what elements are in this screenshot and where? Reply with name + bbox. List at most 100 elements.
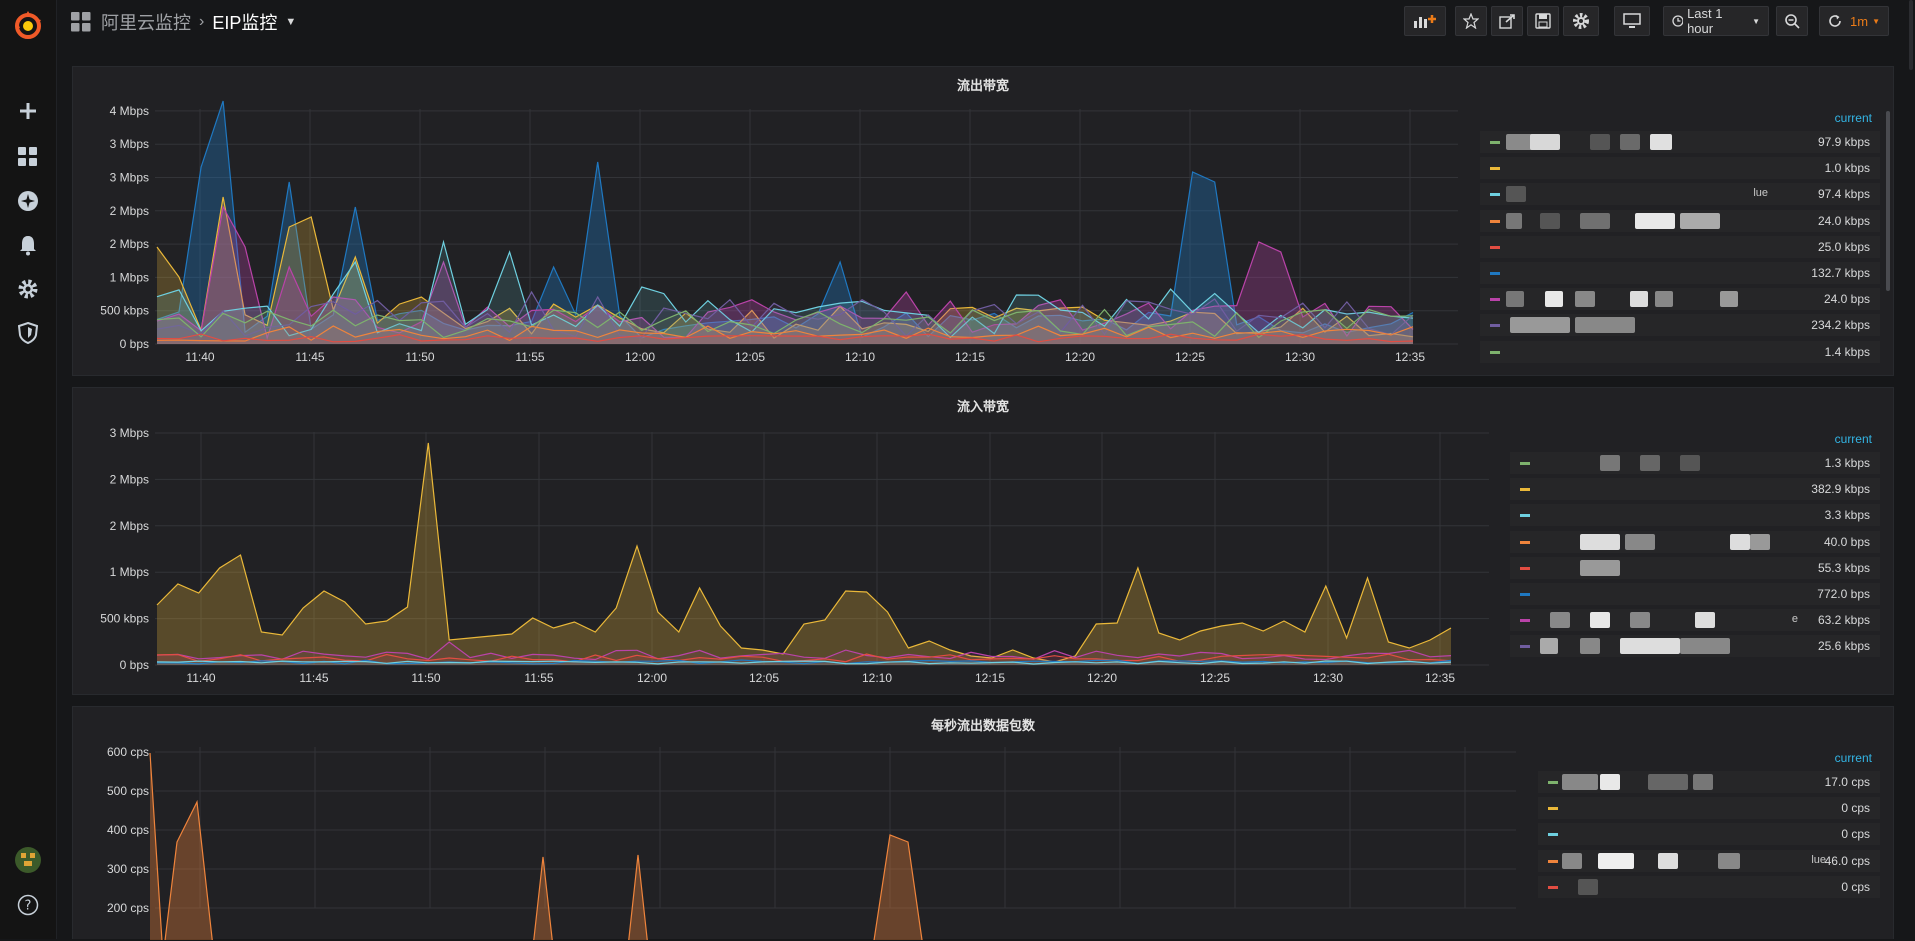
legend-item[interactable]: 55.3 kbps	[1510, 556, 1880, 579]
x-tick-label: 11:55	[524, 671, 553, 685]
configuration-icon[interactable]	[14, 275, 42, 303]
legend-item[interactable]: 24.0 kbps	[1480, 209, 1880, 232]
legend-value: 97.9 kbps	[1817, 135, 1870, 149]
redacted-label	[1718, 852, 1740, 869]
legend-color-swatch[interactable]	[1548, 885, 1558, 889]
share-button[interactable]	[1491, 6, 1523, 36]
dashboard-title[interactable]: EIP监控	[212, 13, 278, 33]
legend-item[interactable]: 234.2 kbps	[1480, 314, 1880, 337]
panel-outbound-packets: 每秒流出数据包数 200 cps 300 cps 400 cps 500 cps 600…	[72, 706, 1894, 940]
legend-color-swatch[interactable]	[1490, 141, 1500, 144]
series-green-line	[156, 308, 1414, 339]
redacted-label	[1650, 134, 1672, 150]
legend-item[interactable]: 772.0 bps	[1510, 583, 1880, 605]
legend-color-swatch[interactable]	[1490, 167, 1500, 171]
y-tick-label: 0 bps	[120, 337, 149, 351]
star-button[interactable]	[1455, 6, 1487, 36]
legend-item[interactable]: 40.0 bps	[1510, 530, 1880, 553]
panel-title[interactable]: 流出带宽	[956, 78, 1009, 93]
explore-icon[interactable]	[14, 187, 42, 215]
panel-outbound-bandwidth: 流出带宽 0 bps 500 kbps 1 Mbps 2 Mbps 2 Mbps 3 Mb…	[72, 66, 1894, 376]
legend-item[interactable]: 382.9 kbps	[1510, 478, 1880, 501]
refresh-picker[interactable]: 1m ▼	[1819, 6, 1889, 36]
legend-color-swatch[interactable]	[1490, 350, 1500, 354]
redacted-label	[1578, 878, 1598, 895]
legend-item[interactable]: 24.0 bps	[1480, 288, 1880, 311]
settings-button[interactable]	[1563, 6, 1599, 36]
dashboards-icon[interactable]	[14, 143, 42, 171]
legend-color-swatch[interactable]	[1548, 859, 1558, 863]
tv-mode-button[interactable]	[1614, 6, 1650, 36]
legend-value: 24.0 kbps	[1817, 213, 1870, 228]
add-panel-icon	[1414, 15, 1436, 28]
legend-color-swatch[interactable]	[1520, 619, 1530, 623]
y-tick-label: 3 Mbps	[110, 426, 149, 440]
legend-item[interactable]: 0 cps	[1538, 797, 1880, 820]
graph-outbound-packets[interactable]: 200 cps 300 cps 400 cps 500 cps 600 cps	[73, 707, 1603, 940]
legend-item[interactable]: 17.0 cps	[1538, 771, 1880, 793]
redacted-label	[1620, 134, 1640, 150]
series-yellow-line	[156, 196, 1414, 339]
panel-title[interactable]: 流入带宽	[956, 399, 1009, 414]
legend-color-swatch[interactable]	[1520, 566, 1530, 570]
plus-icon[interactable]	[14, 97, 42, 125]
legend-color-swatch[interactable]	[1490, 272, 1500, 275]
legend-item[interactable]: 1.4 kbps	[1480, 340, 1880, 363]
graph-inbound-bandwidth[interactable]: 0 bps 500 kbps 1 Mbps 2 Mbps 2 Mbps 3 Mbps 11:…	[73, 388, 1573, 696]
legend-header-current[interactable]: current	[1834, 751, 1872, 765]
legend-item[interactable]: lue 97.4 kbps	[1480, 183, 1880, 206]
legend-item[interactable]: 25.0 kbps	[1480, 235, 1880, 258]
legend-color-swatch[interactable]	[1520, 593, 1530, 596]
legend-item[interactable]: e 63.2 kbps	[1510, 609, 1880, 632]
save-button[interactable]	[1527, 6, 1559, 36]
legend-item[interactable]: 0 cps	[1538, 875, 1880, 898]
time-picker[interactable]: Last 1 hour ▼	[1663, 6, 1769, 36]
legend-item[interactable]: lue 46.0 cps	[1538, 849, 1880, 872]
zoom-out-button[interactable]	[1776, 6, 1808, 36]
grafana-logo[interactable]	[10, 8, 46, 44]
legend-color-swatch[interactable]	[1490, 324, 1500, 328]
redacted-label	[1600, 455, 1620, 471]
graph-outbound-bandwidth[interactable]: 0 bps 500 kbps 1 Mbps 2 Mbps 2 Mbps 3 Mbps 3 M…	[73, 67, 1543, 377]
legend-scrollbar[interactable]	[1886, 111, 1890, 291]
redacted-label	[1545, 291, 1563, 308]
legend-color-swatch[interactable]	[1520, 462, 1530, 465]
legend-color-swatch[interactable]	[1520, 645, 1530, 649]
legend-item[interactable]: 1.3 kbps	[1510, 452, 1880, 474]
legend-color-swatch[interactable]	[1490, 298, 1500, 302]
legend-item[interactable]: 1.0 kbps	[1480, 157, 1880, 180]
legend-item[interactable]: 132.7 kbps	[1480, 262, 1880, 284]
help-icon[interactable]: ?	[14, 891, 42, 919]
legend-color-swatch[interactable]	[1520, 514, 1530, 518]
star-icon	[1463, 13, 1479, 29]
legend-color-swatch[interactable]	[1490, 219, 1500, 223]
legend-value: 0 cps	[1841, 879, 1870, 894]
legend-color-swatch[interactable]	[1520, 488, 1530, 492]
legend-color-swatch[interactable]	[1548, 833, 1558, 837]
avatar[interactable]	[14, 846, 42, 874]
legend-item[interactable]: 3.3 kbps	[1510, 504, 1880, 527]
redacted-label	[1540, 638, 1558, 655]
legend-color-swatch[interactable]	[1520, 540, 1530, 544]
page-scrollbar[interactable]	[1909, 0, 1913, 70]
legend-color-swatch[interactable]	[1548, 781, 1558, 784]
legend-label	[1508, 240, 1768, 254]
legend-item[interactable]: 25.6 kbps	[1510, 635, 1880, 658]
legend-color-swatch[interactable]	[1548, 807, 1558, 811]
legend-item[interactable]: 0 cps	[1538, 823, 1880, 846]
legend-value: 17.0 cps	[1824, 775, 1870, 789]
legend-item[interactable]: 97.9 kbps	[1480, 131, 1880, 153]
add-panel-button[interactable]	[1404, 6, 1446, 36]
refresh-interval: 1m	[1850, 13, 1869, 29]
legend-color-swatch[interactable]	[1490, 245, 1500, 249]
alerting-icon[interactable]	[14, 231, 42, 259]
legend-header-current[interactable]: current	[1834, 111, 1872, 125]
legend-color-swatch[interactable]	[1490, 193, 1500, 197]
legend-header-current[interactable]: current	[1834, 432, 1872, 446]
caret-down-icon[interactable]: ▼	[285, 16, 297, 28]
legend-inbound-bandwidth: current 1.3 kbps 382.9 kbps 3.3 kbps 40.0 b…	[1510, 432, 1880, 682]
panel-title[interactable]: 每秒流出数据包数	[930, 718, 1035, 733]
y-tick-label: 200 cps	[107, 901, 149, 915]
shield-icon[interactable]	[14, 319, 42, 347]
folder-link[interactable]: 阿里云监控	[101, 13, 191, 33]
